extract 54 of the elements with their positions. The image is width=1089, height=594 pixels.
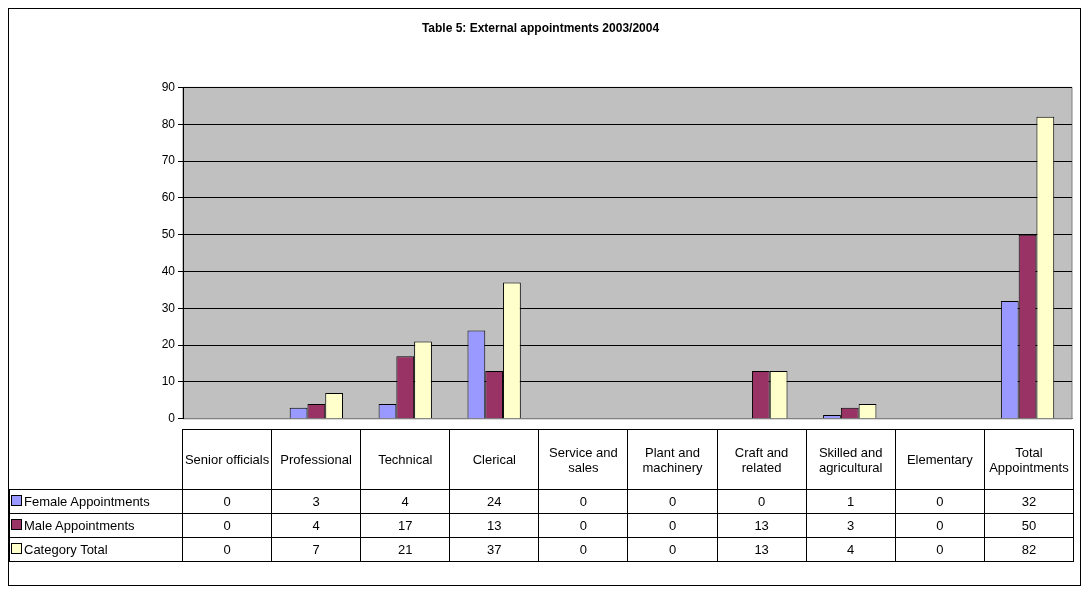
- data-label: 0: [627, 537, 718, 562]
- data-label: 13: [717, 537, 807, 562]
- x-tick-label: Professional: [280, 452, 352, 467]
- x-tick-label: Service and sales: [549, 444, 618, 475]
- x-tick-label: Technical: [378, 452, 433, 467]
- y-tick-label: 40: [161, 263, 176, 278]
- data-label: 24: [449, 489, 539, 514]
- data-label: 13: [717, 513, 807, 538]
- data-label: 0: [538, 489, 628, 514]
- x-tick-label: Senior officials: [184, 452, 270, 467]
- chart-title: Table 5: External appointments 2003/2004: [421, 20, 660, 35]
- legend-label: Category Total: [9, 537, 183, 562]
- y-tick-label: 0: [168, 411, 176, 426]
- legend-label: Female Appointments: [9, 489, 183, 514]
- data-label: 0: [895, 489, 985, 514]
- data-label: 0: [538, 537, 628, 562]
- data-label: 4: [806, 537, 896, 562]
- data-label: 32: [984, 489, 1074, 514]
- data-label: 17: [360, 513, 450, 538]
- data-label: 0: [182, 489, 272, 514]
- x-tick-label: Total Appointments: [989, 444, 1069, 475]
- y-tick-label: 60: [161, 190, 176, 205]
- data-label: 4: [360, 489, 450, 514]
- data-label: 0: [895, 513, 985, 538]
- y-tick-label: 30: [161, 300, 176, 315]
- legend-label: Male Appointments: [9, 513, 183, 538]
- data-label: 13: [449, 513, 539, 538]
- y-tick-label: 20: [161, 337, 176, 352]
- data-label: 1: [806, 489, 896, 514]
- y-tick-label: 10: [161, 374, 176, 389]
- data-label: 0: [538, 513, 628, 538]
- data-label: 4: [271, 513, 361, 538]
- data-label: 7: [271, 537, 361, 562]
- data-label: 0: [627, 513, 718, 538]
- y-tick-label: 90: [161, 79, 176, 94]
- data-label: 3: [806, 513, 896, 538]
- x-tick-label: Craft and related: [734, 444, 789, 475]
- y-tick-label: 80: [161, 116, 176, 131]
- x-tick-label: Clerical: [472, 452, 516, 467]
- y-tick-label: 70: [161, 153, 176, 168]
- y-tick-label: 50: [161, 227, 176, 241]
- data-label: 3: [271, 489, 361, 514]
- data-label: 0: [627, 489, 718, 514]
- x-tick-label: Plant and machinery: [642, 444, 703, 475]
- data-label: 0: [182, 513, 272, 538]
- data-label: 21: [360, 537, 450, 562]
- data-label: 50: [984, 513, 1074, 538]
- x-tick-label: Skilled and agricultural: [818, 444, 883, 475]
- x-tick-label: Elementary: [906, 452, 973, 467]
- data-label: 0: [895, 537, 985, 562]
- data-label: 37: [449, 537, 539, 562]
- data-label: 82: [984, 537, 1074, 562]
- data-label: 0: [717, 489, 807, 514]
- data-label: 0: [182, 537, 272, 562]
